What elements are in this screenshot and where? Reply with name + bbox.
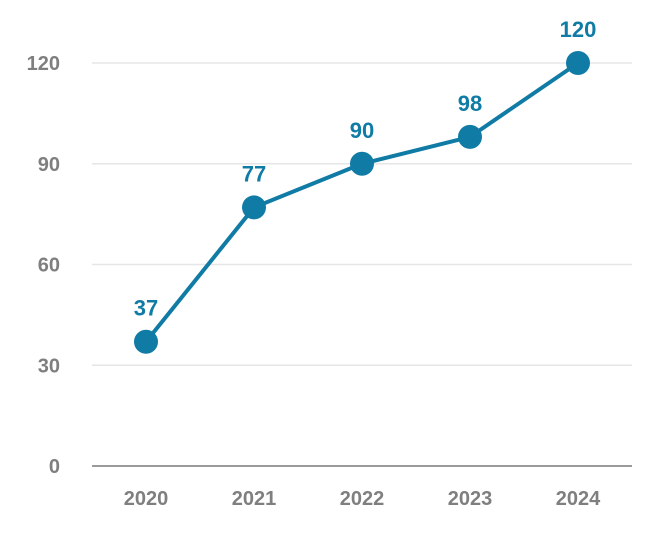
y-axis-tick-labels: 0 30 60 90 120 xyxy=(27,53,60,478)
x-tick-label: 2023 xyxy=(448,488,493,510)
y-tick-label: 0 xyxy=(49,456,60,478)
data-labels: 37 77 90 98 120 xyxy=(134,17,597,321)
x-tick-label: 2024 xyxy=(556,488,601,510)
series-line-group xyxy=(134,51,590,354)
data-point xyxy=(242,195,266,220)
y-tick-label: 30 xyxy=(38,355,60,377)
y-tick-label: 60 xyxy=(38,255,60,277)
data-label: 77 xyxy=(242,161,266,186)
x-axis-tick-labels: 2020 2021 2022 2023 2024 xyxy=(124,488,601,510)
y-tick-label: 120 xyxy=(27,53,60,75)
data-label: 98 xyxy=(458,91,482,116)
data-point xyxy=(350,151,374,176)
x-tick-label: 2022 xyxy=(340,488,385,510)
series-line xyxy=(144,61,580,343)
data-point xyxy=(566,51,590,75)
y-tick-label: 90 xyxy=(38,154,60,176)
x-tick-label: 2021 xyxy=(232,488,277,510)
data-label: 120 xyxy=(560,17,597,42)
data-point xyxy=(134,329,158,354)
data-point xyxy=(458,124,482,149)
data-label: 90 xyxy=(350,118,374,143)
gridlines xyxy=(92,62,632,366)
data-label: 37 xyxy=(134,296,158,321)
x-tick-label: 2020 xyxy=(124,488,169,510)
